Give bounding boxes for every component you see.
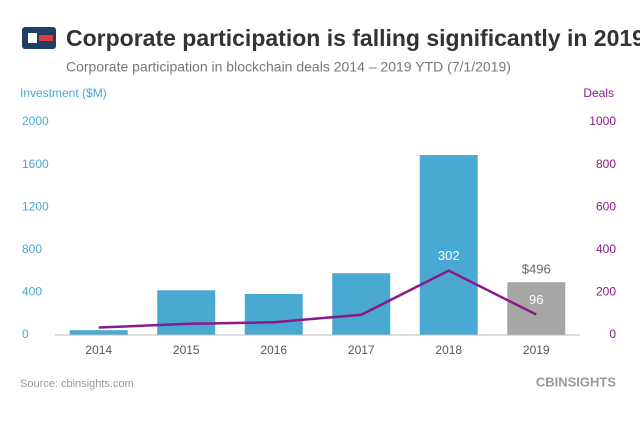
y-tick-label: 800 — [22, 242, 42, 256]
x-tick-label: 2017 — [348, 343, 375, 357]
source: Source: cbinsights.com — [20, 378, 134, 390]
x-tick-label: 2014 — [85, 343, 112, 357]
y-tick-label: 2000 — [22, 114, 49, 128]
bar — [69, 330, 128, 335]
bar — [419, 155, 478, 335]
y-tick-label: 1200 — [22, 199, 49, 213]
y-tick-label: 0 — [22, 327, 29, 341]
line — [98, 269, 537, 329]
x-tick-label: 2015 — [173, 343, 200, 357]
logo — [22, 27, 56, 49]
x-tick-label: 2019 — [523, 343, 550, 357]
y-axis-title: Investment ($M) — [20, 86, 107, 100]
bar — [507, 282, 566, 335]
line-value-label: 96 — [529, 292, 543, 307]
y2-tick-label: 400 — [596, 242, 616, 256]
chart-title: Corporate participation is falling signi… — [66, 25, 640, 51]
bar-value-label: $496 — [522, 262, 551, 277]
y2-tick-label: 1000 — [589, 114, 616, 128]
y2-tick-label: 200 — [596, 285, 616, 299]
bar — [157, 290, 216, 335]
bar — [244, 293, 303, 335]
y2-tick-label: 0 — [609, 327, 616, 341]
y2-tick-label: 600 — [596, 199, 616, 213]
brand: CBINSIGHTS — [536, 374, 617, 389]
y-tick-label: 400 — [22, 285, 42, 299]
y-tick-label: 1600 — [22, 157, 49, 171]
y2-tick-label: 800 — [596, 157, 616, 171]
x-tick-label: 2016 — [260, 343, 287, 357]
x-tick-label: 2018 — [435, 343, 462, 357]
y2-axis-title: Deals — [583, 86, 614, 100]
line-value-label: 302 — [438, 248, 460, 263]
chart-subtitle: Corporate participation in blockchain de… — [66, 59, 511, 75]
